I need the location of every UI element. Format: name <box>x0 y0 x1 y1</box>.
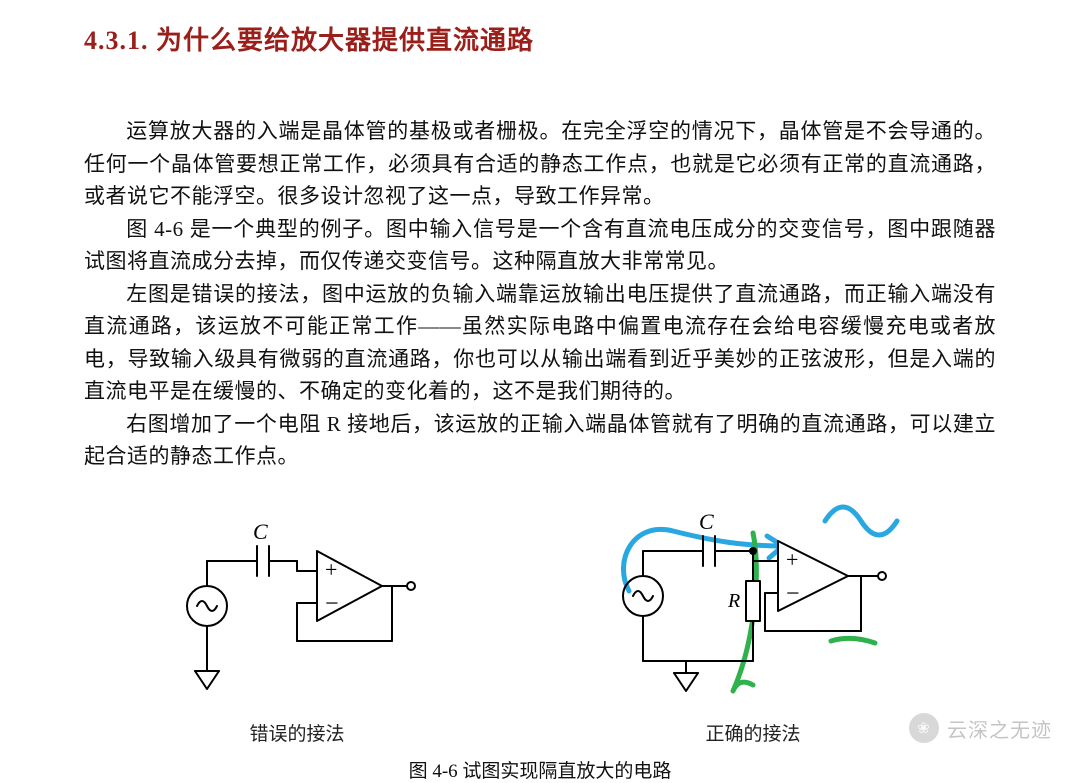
section-heading: 4.3.1. 为什么要给放大器提供直流通路 <box>84 20 996 57</box>
figure-left: C + − 错误的接法 <box>167 511 427 746</box>
svg-text:C: C <box>253 519 268 544</box>
figure-caption: 图 4-6 试图实现隔直放大的电路 <box>84 756 996 783</box>
svg-text:C: C <box>699 509 714 534</box>
figure-left-label: 错误的接法 <box>249 719 344 746</box>
paragraph: 图 4-6 是一个典型的例子。图中输入信号是一个含有直流电压成分的交变信号，图中… <box>84 217 996 274</box>
paragraph: 左图是错误的接法，图中运放的负输入端靠运放输出电压提供了直流通路，而正输入端没有… <box>84 282 996 404</box>
figure-row: C + − 错误的接法 <box>84 491 996 746</box>
figure-right-label: 正确的接法 <box>705 719 800 746</box>
svg-text:R: R <box>727 590 740 612</box>
paragraph: 运算放大器的入端是晶体管的基极或者栅极。在完全浮空的情况下，晶体管是不会导通的。… <box>84 119 996 208</box>
svg-text:+: + <box>325 557 337 582</box>
svg-text:+: + <box>786 547 798 572</box>
circuit-wrong-icon: C + − <box>167 511 427 711</box>
figure-right: C R + − 正确的接法 <box>593 491 913 746</box>
paragraph: 右图增加了一个电阻 R 接地后，该运放的正输入端晶体管就有了明确的直流通路，可以… <box>84 412 996 469</box>
circuit-correct-icon: C R + − <box>593 491 913 711</box>
body-text: 运算放大器的入端是晶体管的基极或者栅极。在完全浮空的情况下，晶体管是不会导通的。… <box>84 115 996 473</box>
svg-text:−: − <box>325 591 339 617</box>
svg-text:−: − <box>786 581 800 607</box>
